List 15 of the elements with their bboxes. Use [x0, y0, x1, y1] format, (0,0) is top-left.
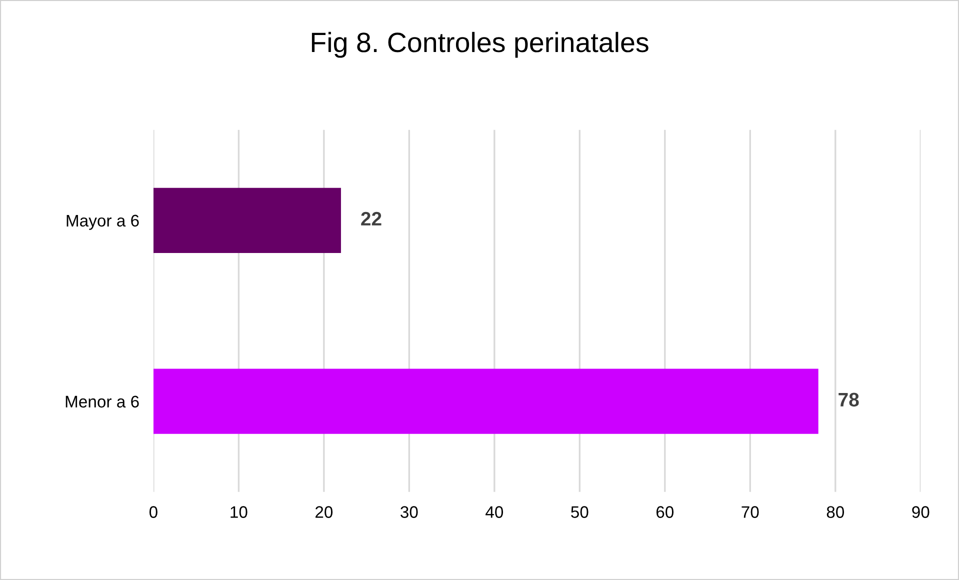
- x-tick-label: 60: [656, 506, 674, 518]
- x-tick-label: 20: [316, 506, 333, 518]
- chart-title: Fig 8. Controles perinatales: [312, 32, 648, 58]
- y-tick-label: Menor a 6: [66, 396, 139, 408]
- x-tick-label: 0: [149, 506, 158, 518]
- y-tick-label: Mayor a 6: [66, 214, 139, 230]
- x-tick-label: 70: [742, 506, 759, 518]
- x-tick-label: 50: [571, 506, 588, 518]
- x-tick-label: 30: [400, 506, 418, 518]
- x-tick-label: 40: [486, 506, 504, 518]
- x-tick-label: 90: [912, 506, 930, 518]
- data-label: 78: [838, 392, 859, 407]
- x-tick-label: 10: [230, 506, 248, 518]
- data-label: 22: [361, 212, 382, 226]
- x-tick-label: 80: [826, 506, 844, 518]
